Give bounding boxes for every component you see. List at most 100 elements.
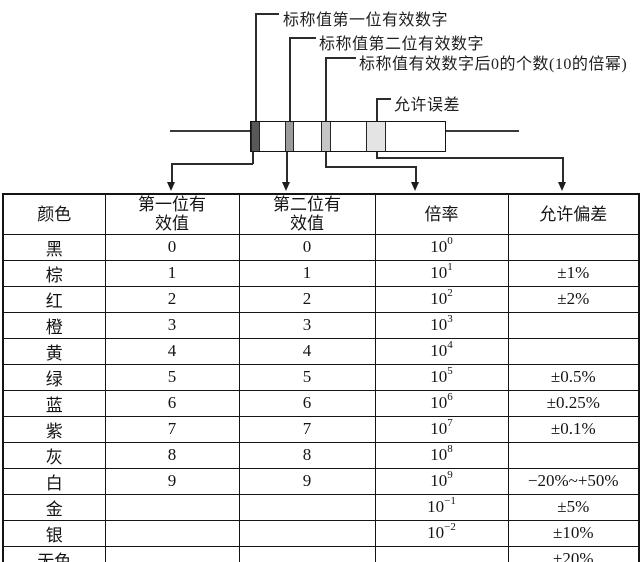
- cell-color: 紫: [2, 415, 106, 443]
- band3-drop-hline: [325, 166, 416, 168]
- down-arrow-icon: [282, 182, 290, 191]
- cell-multiplier: 102: [374, 285, 509, 313]
- cell-digit2: 2: [238, 285, 376, 313]
- band4-arrow-vline: [562, 157, 564, 183]
- header-tolerance: 允许偏差: [507, 193, 640, 235]
- cell-digit1: [104, 519, 240, 547]
- callout3-label: 标称值有效数字后0的个数(10的倍幂): [359, 56, 628, 73]
- callout1-label: 标称值第一位有效数字: [283, 12, 449, 29]
- cell-digit2: 6: [238, 389, 376, 417]
- cell-digit2: [238, 493, 376, 521]
- cell-color: 红: [2, 285, 106, 313]
- cell-multiplier: [374, 545, 509, 562]
- multiplier-exponent: 1: [447, 261, 453, 274]
- table-row: 绿 5 5 105 ±0.5%: [2, 363, 640, 391]
- cell-digit2: 0: [238, 233, 376, 261]
- table-row: 无色 ±20%: [2, 545, 640, 562]
- cell-digit2: [238, 545, 376, 562]
- cell-tolerance: [507, 311, 640, 339]
- callout2-hline: [289, 37, 316, 39]
- down-arrow-icon: [558, 182, 566, 191]
- cell-color: 无色: [2, 545, 106, 562]
- header-digit2: 第二位有 效值: [238, 193, 376, 235]
- table-row: 紫 7 7 107 ±0.1%: [2, 415, 640, 443]
- cell-tolerance: −20%~+50%: [507, 467, 640, 495]
- table-row: 灰 8 8 108: [2, 441, 640, 469]
- cell-color: 黑: [2, 233, 106, 261]
- table-row: 红 2 2 102 ±2%: [2, 285, 640, 313]
- table-row: 金 10−1 ±5%: [2, 493, 640, 521]
- cell-multiplier: 104: [374, 337, 509, 365]
- resistor-band-3: [321, 122, 331, 151]
- cell-digit2: 4: [238, 337, 376, 365]
- callout4-label: 允许误差: [394, 97, 461, 114]
- down-arrow-icon: [167, 182, 175, 191]
- table-row: 蓝 6 6 106 ±0.25%: [2, 389, 640, 417]
- callout2-label: 标称值第二位有效数字: [319, 36, 485, 53]
- cell-digit1: 3: [104, 311, 240, 339]
- multiplier-exponent: 7: [447, 417, 453, 430]
- multiplier-base: 10: [430, 419, 448, 438]
- cell-digit2: 7: [238, 415, 376, 443]
- cell-multiplier: 109: [374, 467, 509, 495]
- header-digit1: 第一位有 效值: [104, 193, 240, 235]
- multiplier-exponent: 5: [447, 365, 453, 378]
- band2-arrow-vline: [286, 152, 288, 183]
- table-row: 橙 3 3 103: [2, 311, 640, 339]
- cell-color: 银: [2, 519, 106, 547]
- cell-tolerance: ±0.1%: [507, 415, 640, 443]
- cell-tolerance: ±10%: [507, 519, 640, 547]
- multiplier-exponent: 6: [447, 391, 453, 404]
- cell-multiplier: 10−2: [374, 519, 509, 547]
- cell-tolerance: ±20%: [507, 545, 640, 562]
- table-row: 黄 4 4 104: [2, 337, 640, 365]
- table-row: 银 10−2 ±10%: [2, 519, 640, 547]
- cell-multiplier: 105: [374, 363, 509, 391]
- callout1-hline: [255, 13, 279, 15]
- band1-drop-hline: [171, 163, 253, 165]
- cell-digit1: 0: [104, 233, 240, 261]
- header-color: 颜色: [2, 193, 106, 235]
- cell-color: 黄: [2, 337, 106, 365]
- multiplier-base: 10: [430, 445, 448, 464]
- band1-drop-vline: [252, 152, 254, 164]
- multiplier-exponent: 4: [447, 339, 453, 352]
- cell-digit2: 9: [238, 467, 376, 495]
- cell-color: 灰: [2, 441, 106, 469]
- cell-multiplier: 106: [374, 389, 509, 417]
- cell-digit2: 8: [238, 441, 376, 469]
- table-row: 白 9 9 109 −20%~+50%: [2, 467, 640, 495]
- multiplier-base: 10: [430, 393, 448, 412]
- cell-tolerance: ±0.5%: [507, 363, 640, 391]
- cell-digit1: 4: [104, 337, 240, 365]
- cell-multiplier: 108: [374, 441, 509, 469]
- header-multiplier: 倍率: [374, 193, 509, 235]
- cell-digit2: 5: [238, 363, 376, 391]
- cell-color: 橙: [2, 311, 106, 339]
- cell-multiplier: 103: [374, 311, 509, 339]
- cell-color: 白: [2, 467, 106, 495]
- cell-color: 金: [2, 493, 106, 521]
- multiplier-base: 10: [430, 263, 448, 282]
- resistor-body: [250, 121, 446, 152]
- multiplier-exponent: 9: [447, 469, 453, 482]
- multiplier-base: 10: [430, 289, 448, 308]
- cell-digit2: 1: [238, 259, 376, 287]
- band4-drop-hline: [376, 157, 563, 159]
- cell-digit1: 5: [104, 363, 240, 391]
- cell-digit2: 3: [238, 311, 376, 339]
- cell-color: 绿: [2, 363, 106, 391]
- callout1-vline: [255, 13, 257, 121]
- multiplier-base: 10: [430, 315, 448, 334]
- multiplier-exponent: 3: [447, 313, 453, 326]
- multiplier-base: 10: [427, 497, 445, 516]
- multiplier-base: 10: [430, 367, 448, 386]
- cell-digit1: [104, 545, 240, 562]
- multiplier-base: 10: [427, 523, 445, 542]
- cell-tolerance: [507, 233, 640, 261]
- multiplier-base: 10: [430, 341, 448, 360]
- multiplier-base: 10: [430, 237, 448, 256]
- cell-digit2: [238, 519, 376, 547]
- cell-digit1: 9: [104, 467, 240, 495]
